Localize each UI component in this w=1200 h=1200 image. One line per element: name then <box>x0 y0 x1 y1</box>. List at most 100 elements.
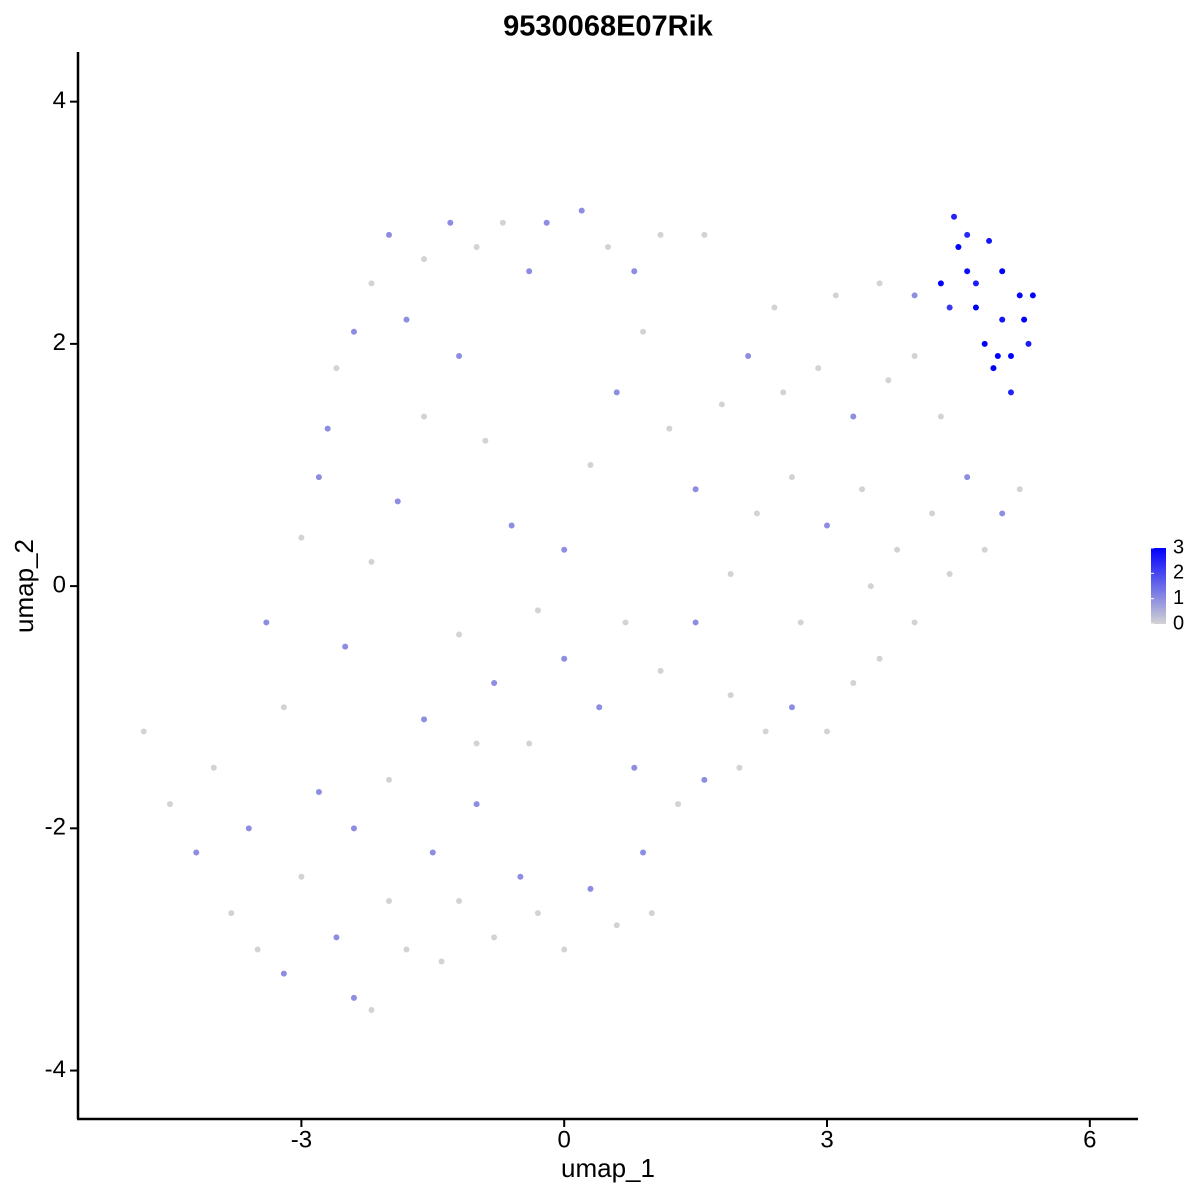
cell-point <box>885 377 892 384</box>
cell-point <box>859 486 866 493</box>
cell-point <box>473 740 480 747</box>
colorbar-tick-label: 2 <box>1173 562 1184 584</box>
cell-point <box>421 413 428 420</box>
cell-point <box>263 619 270 626</box>
cell-point <box>482 437 489 444</box>
cell-point <box>1021 316 1028 323</box>
cell-point <box>894 546 901 553</box>
x-tick-label: 0 <box>558 1126 571 1153</box>
cell-point <box>990 365 997 372</box>
cell-point <box>1025 340 1032 347</box>
cell-point <box>867 583 874 590</box>
chart-title: 9530068E07Rik <box>503 11 713 43</box>
cell-point <box>964 474 971 481</box>
cell-point <box>613 922 620 929</box>
cell-point <box>745 352 752 359</box>
cell-point <box>964 231 971 238</box>
cell-point <box>999 510 1006 517</box>
cell-point <box>666 425 673 432</box>
cell-point <box>350 825 357 832</box>
cell-point <box>832 292 839 299</box>
cell-point <box>473 801 480 808</box>
cell-point <box>946 570 953 577</box>
cell-point <box>937 413 944 420</box>
cell-point <box>999 268 1006 275</box>
y-tick-label: 4 <box>53 87 66 114</box>
cell-point <box>473 243 480 250</box>
cell-point <box>587 885 594 892</box>
cell-point <box>986 237 993 244</box>
cell-point <box>534 607 541 614</box>
cell-point <box>797 619 804 626</box>
cell-point <box>964 268 971 275</box>
cell-point <box>456 352 463 359</box>
cell-point <box>718 401 725 408</box>
y-axis-label: umap_2 <box>9 539 39 633</box>
cell-point <box>727 692 734 699</box>
cell-point <box>850 679 857 686</box>
cell-point <box>675 801 682 808</box>
cell-point <box>491 934 498 941</box>
cell-point <box>315 474 322 481</box>
cell-point <box>692 486 699 493</box>
cell-point <box>517 873 524 880</box>
cell-point <box>456 631 463 638</box>
cell-point <box>701 231 708 238</box>
cell-point <box>631 268 638 275</box>
cell-point <box>166 801 173 808</box>
cell-point <box>526 268 533 275</box>
cell-point <box>951 213 958 220</box>
cell-point <box>342 643 349 650</box>
cell-point <box>994 352 1001 359</box>
cell-point <box>692 619 699 626</box>
cell-point <box>850 413 857 420</box>
cell-point <box>350 328 357 335</box>
cell-point <box>1016 292 1023 299</box>
cell-point <box>385 231 392 238</box>
colorbar-tick-label: 1 <box>1173 587 1184 609</box>
cell-point <box>447 219 454 226</box>
x-tick-label: 3 <box>820 1126 833 1153</box>
cell-point <box>368 1006 375 1013</box>
cell-point <box>955 243 962 250</box>
cell-point <box>499 219 506 226</box>
cell-point <box>911 352 918 359</box>
colorbar-tick-label: 3 <box>1173 536 1184 558</box>
cell-point <box>736 764 743 771</box>
cell-point <box>228 910 235 917</box>
cell-point <box>280 704 287 711</box>
cell-point <box>657 231 664 238</box>
cell-point <box>491 679 498 686</box>
cell-point <box>788 704 795 711</box>
cell-point <box>543 219 550 226</box>
cell-point <box>876 655 883 662</box>
cell-point <box>972 304 979 311</box>
cell-point <box>981 546 988 553</box>
cell-point <box>622 619 629 626</box>
cell-point <box>780 389 787 396</box>
cell-point <box>587 461 594 468</box>
cell-point <box>1007 389 1014 396</box>
cell-point <box>937 280 944 287</box>
cell-point <box>368 280 375 287</box>
x-tick-label: 6 <box>1083 1126 1096 1153</box>
cell-point <box>561 546 568 553</box>
cell-point <box>385 897 392 904</box>
cell-point <box>876 280 883 287</box>
y-tick-label: -2 <box>45 814 66 841</box>
cell-point <box>280 970 287 977</box>
cell-point <box>526 740 533 747</box>
cell-point <box>298 873 305 880</box>
cell-point <box>403 946 410 953</box>
cell-point <box>429 849 436 856</box>
x-axis-label: umap_1 <box>561 1153 655 1183</box>
y-tick-label: 2 <box>53 329 66 356</box>
cell-point <box>613 389 620 396</box>
cell-point <box>999 316 1006 323</box>
cell-point <box>368 558 375 565</box>
cell-point <box>640 328 647 335</box>
colorbar <box>1151 548 1166 624</box>
cell-point <box>701 776 708 783</box>
cell-point <box>1029 292 1036 299</box>
